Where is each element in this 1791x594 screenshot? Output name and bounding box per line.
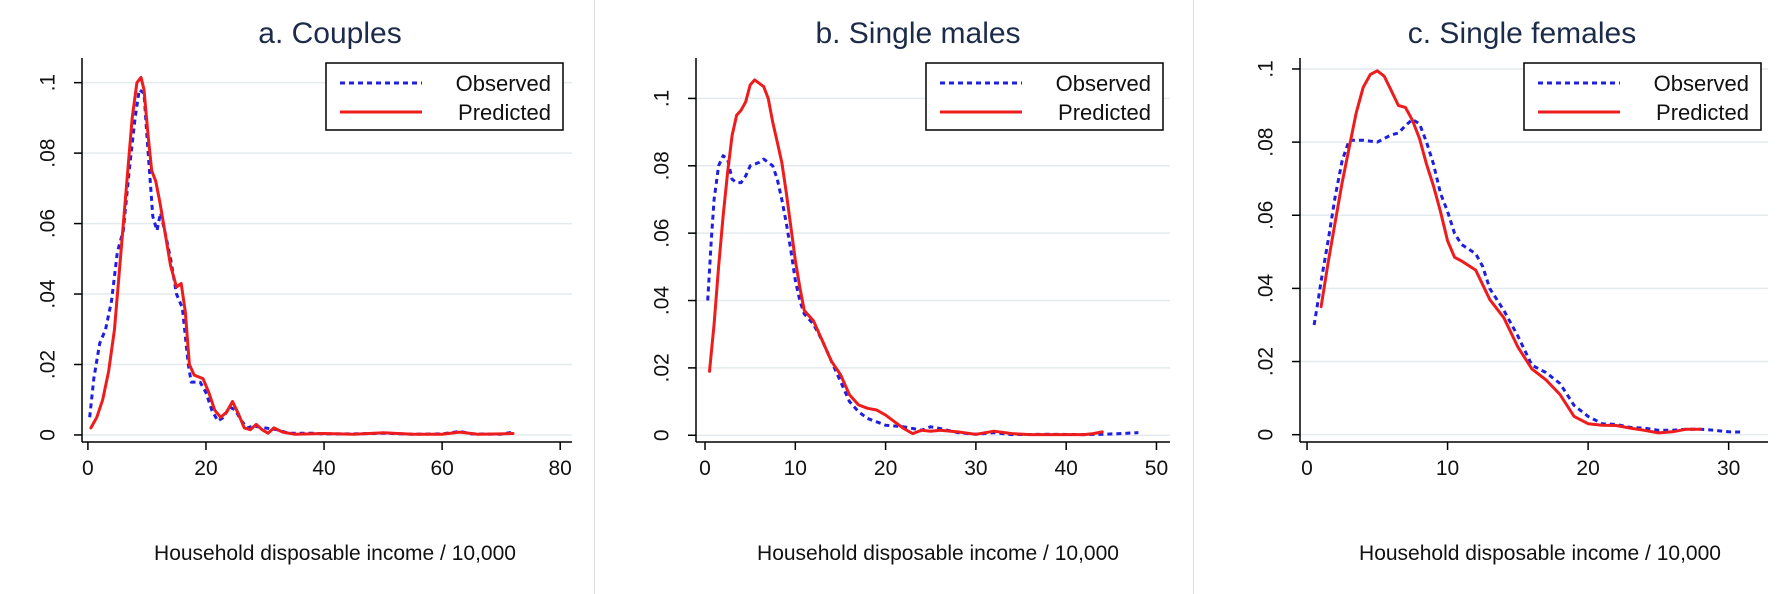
chart-svg: a. Couples 0 .02 .04 .06 .08 .1 0 20 40 60 80 Househ…	[37, 17, 572, 565]
panel-couples: a. Couples 0 .02 .04 .06 .08 .1 0 20 40 60 80 Househ…	[0, 0, 594, 594]
y-tick-label: .06	[1255, 201, 1278, 230]
y-tick-label: .02	[37, 350, 60, 379]
legend-label-predicted: Predicted	[1058, 100, 1151, 125]
x-tick-label: 0	[82, 457, 94, 480]
legend-label-observed: Observed	[456, 71, 551, 96]
x-tick-label: 0	[1301, 457, 1313, 480]
chart-title: b. Single males	[815, 17, 1020, 50]
y-tick-label: .08	[37, 139, 60, 168]
panel-divider	[594, 0, 595, 594]
y-tick-label: .06	[37, 209, 60, 238]
legend-box	[325, 62, 564, 131]
panel-single-females: c. Single females 0 .02 .04 .06 .08 .1 0 10 20 30 H…	[1194, 0, 1791, 594]
x-tick-label: 20	[1576, 457, 1599, 480]
x-tick-label: 30	[964, 457, 987, 480]
legend-label-predicted: Predicted	[458, 100, 551, 125]
y-tick-label: .08	[1255, 128, 1278, 157]
x-tick-label: 40	[312, 457, 335, 480]
panel-divider	[1193, 0, 1194, 594]
x-axis-title: Household disposable income / 10,000	[1359, 542, 1721, 565]
chart-title: a. Couples	[258, 17, 401, 50]
y-tick-label: 0	[1255, 429, 1278, 441]
y-tick-label: .08	[651, 151, 674, 180]
legend-label-observed: Observed	[1056, 71, 1151, 96]
y-tick-label: .02	[1255, 347, 1278, 376]
chart-svg: c. Single females 0 .02 .04 .06 .08 .1 0 10 20 30 H…	[1255, 17, 1768, 565]
x-tick-label: 20	[194, 457, 217, 480]
x-tick-label: 20	[874, 457, 897, 480]
legend-box	[1523, 62, 1762, 131]
y-tick-label: .1	[1255, 60, 1278, 78]
x-tick-label: 0	[699, 457, 711, 480]
series-line-observed	[706, 154, 1139, 437]
legend-box	[925, 62, 1164, 131]
x-axis-title: Household disposable income / 10,000	[154, 542, 516, 565]
x-tick-label: 60	[430, 457, 453, 480]
y-tick-label: .06	[651, 219, 674, 248]
panel-single-males: b. Single males 0 .02 .04 .06 .08 .1 0 10 20 30 40 5…	[596, 0, 1192, 594]
x-tick-label: 80	[549, 457, 572, 480]
chart-svg: b. Single males 0 .02 .04 .06 .08 .1 0 10 20 30 40 5…	[651, 17, 1170, 565]
y-tick-label: .1	[651, 90, 674, 108]
x-tick-label: 10	[784, 457, 807, 480]
series-line-observed	[1312, 117, 1743, 434]
x-tick-label: 30	[1717, 457, 1740, 480]
y-tick-label: .1	[37, 74, 60, 92]
series-line-predicted	[89, 75, 515, 436]
chart-title: c. Single females	[1408, 17, 1636, 50]
x-tick-label: 50	[1145, 457, 1168, 480]
legend-label-observed: Observed	[1654, 71, 1749, 96]
y-tick-label: .04	[37, 279, 60, 309]
y-tick-label: .04	[651, 286, 674, 316]
x-axis-title: Household disposable income / 10,000	[757, 542, 1119, 565]
series-line-predicted	[708, 78, 1104, 437]
y-tick-label: .04	[1255, 273, 1278, 303]
series-line-observed	[88, 88, 514, 436]
x-tick-label: 40	[1054, 457, 1077, 480]
series-line-predicted	[1319, 69, 1702, 435]
legend-label-predicted: Predicted	[1656, 100, 1749, 125]
x-tick-label: 10	[1436, 457, 1459, 480]
y-tick-label: .02	[651, 353, 674, 382]
y-tick-label: 0	[651, 429, 674, 441]
y-tick-label: 0	[37, 429, 60, 441]
